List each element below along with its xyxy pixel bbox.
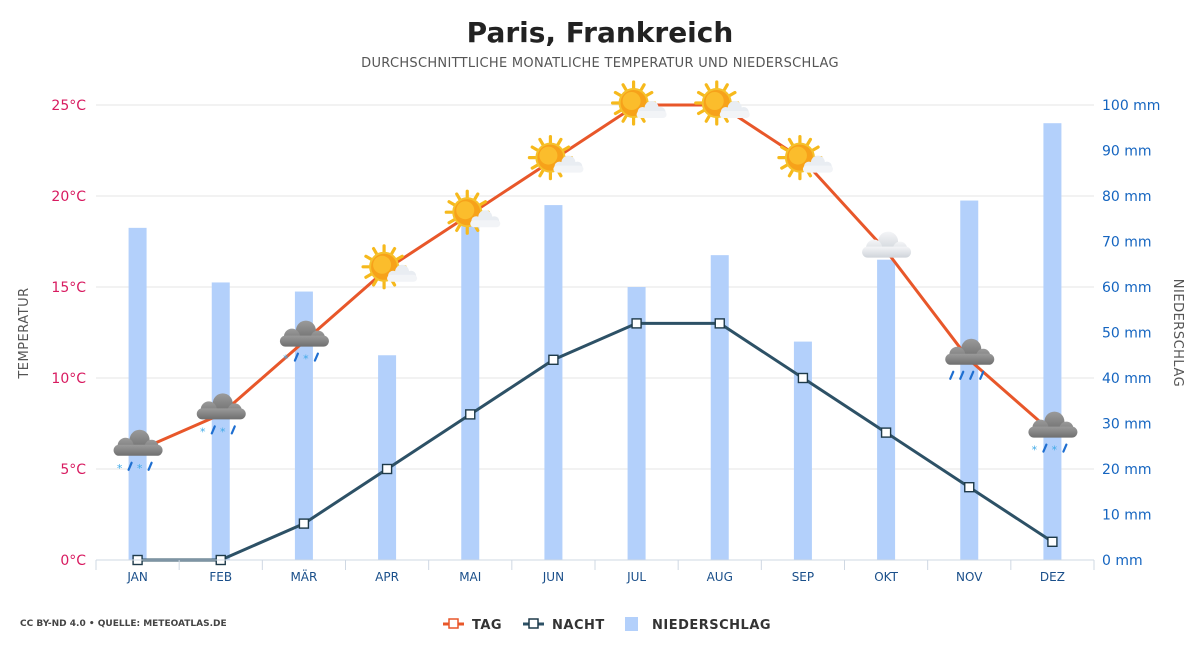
right-axis-title: NIEDERSCHLAG (1170, 279, 1185, 387)
right-tick-label: 10 mm (1102, 508, 1152, 524)
chart-subtitle: DURCHSCHNITTLICHE MONATLICHE TEMPERATUR … (361, 56, 839, 71)
sun-cloud-icon (610, 80, 667, 126)
weather-icons: * ** ** ** * (113, 80, 1078, 475)
precipitation-bar (710, 255, 729, 560)
sun-cloud-icon (694, 80, 750, 126)
legend-niederschlag-marker (625, 617, 638, 631)
nacht-point (381, 463, 393, 475)
legend-tag-marker (448, 618, 459, 629)
legend-item-tag[interactable]: TAG (443, 618, 502, 633)
x-tick-label: APR (375, 570, 399, 584)
left-tick-label: 15°C (51, 280, 86, 296)
legend-item-nacht[interactable]: NACHT (523, 618, 605, 633)
x-tick-label: SEP (792, 570, 814, 584)
legend-nacht-marker (528, 618, 539, 629)
precipitation-bar (544, 205, 563, 560)
sun-cloud-icon (444, 189, 501, 235)
left-tick-label: 25°C (51, 98, 86, 114)
precipitation-bar (1043, 123, 1062, 560)
cloud-snow-rain-icon: * * (196, 393, 246, 438)
right-tick-label: 20 mm (1102, 462, 1152, 478)
nacht-line (137, 321, 1054, 562)
svg-text:*: * (137, 462, 143, 475)
cloud-snow-rain-icon: * * (113, 429, 163, 475)
nacht-point (964, 482, 975, 493)
nacht-point (465, 409, 476, 420)
nacht-point (298, 518, 310, 529)
precipitation-bar (960, 200, 979, 561)
x-tick-label: MAI (459, 570, 481, 584)
precipitation-bar (128, 227, 147, 560)
x-tick-label: OKT (874, 570, 898, 584)
svg-text:*: * (200, 425, 206, 438)
svg-text:*: * (117, 462, 123, 475)
svg-text:*: * (303, 353, 309, 366)
legend-item-niederschlag[interactable]: NIEDERSCHLAG (625, 617, 771, 633)
nacht-point (714, 318, 725, 329)
precipitation-bar (211, 282, 230, 560)
x-tick-label: MÄR (290, 569, 317, 584)
source-credit: CC BY-ND 4.0 • QUELLE: METEOATLAS.DE (20, 619, 227, 629)
left-tick-label: 5°C (60, 462, 86, 478)
legend-niederschlag-label: NIEDERSCHLAG (652, 618, 771, 633)
left-tick-label: 0°C (60, 553, 86, 569)
left-tick-label: 20°C (51, 189, 86, 205)
legend-nacht-label: NACHT (552, 618, 605, 633)
temperature-lines (132, 103, 1058, 566)
legend: TAG NACHT NIEDERSCHLAG (443, 617, 771, 633)
right-tick-label: 60 mm (1102, 280, 1152, 296)
right-tick-label: 30 mm (1102, 417, 1152, 433)
precipitation-bar (294, 291, 313, 560)
axes: 0°C 5°C 10°C 15°C 20°C 25°C 0 mm 10 mm 20 mm 30 m… (51, 98, 1160, 584)
x-tick-label: DEZ (1040, 570, 1065, 584)
nacht-point (1047, 536, 1058, 547)
x-tick-label: JUL (626, 570, 646, 584)
x-tick-label: JAN (126, 570, 148, 584)
x-tick-label: JUN (542, 570, 564, 584)
right-tick-label: 90 mm (1102, 144, 1152, 160)
sun-cloud-icon (361, 244, 418, 290)
chart-title: Paris, Frankreich (467, 16, 734, 49)
legend-tag-label: TAG (472, 618, 502, 633)
precipitation-bar (627, 287, 646, 560)
x-tick-label: NOV (956, 570, 983, 584)
svg-text:*: * (1052, 444, 1058, 457)
svg-text:*: * (220, 425, 226, 438)
nacht-point (880, 427, 892, 438)
sun-cloud-icon (777, 135, 833, 181)
precipitation-bar (793, 341, 812, 560)
nacht-point (548, 354, 559, 365)
svg-text:*: * (1032, 444, 1038, 457)
nacht-point (631, 318, 642, 329)
right-tick-label: 0 mm (1102, 553, 1143, 569)
cloud-icon (862, 231, 912, 258)
right-tick-label: 80 mm (1102, 189, 1152, 205)
sun-cloud-icon (527, 135, 584, 181)
right-tick-label: 50 mm (1102, 326, 1152, 342)
tag-line (136, 103, 1054, 453)
left-axis-title: TEMPERATUR (17, 287, 32, 379)
right-tick-label: 40 mm (1102, 371, 1152, 387)
svg-text:*: * (283, 353, 289, 366)
x-tick-label: FEB (209, 570, 232, 584)
right-tick-label: 70 mm (1102, 235, 1152, 251)
cloud-snow-rain-icon: * * (279, 320, 329, 366)
left-tick-label: 10°C (51, 371, 86, 387)
precipitation-bar (378, 355, 397, 560)
cloud-rain-icon (945, 338, 995, 380)
cloud-snow-rain-icon: * * (1028, 411, 1078, 457)
precipitation-bar (461, 218, 480, 560)
precipitation-bar (877, 259, 896, 560)
x-tick-label: AUG (707, 570, 733, 584)
precipitation-bars (128, 123, 1062, 561)
nacht-point (797, 372, 809, 384)
right-tick-label: 100 mm (1102, 98, 1160, 114)
